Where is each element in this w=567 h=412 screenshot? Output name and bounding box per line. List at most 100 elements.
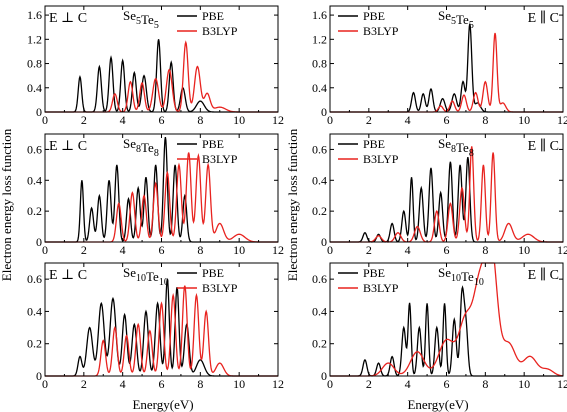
x-tick-label: 2 (81, 377, 87, 391)
x-tick-label: 6 (444, 377, 450, 391)
x-tick-label: 8 (482, 113, 488, 127)
x-tick-label: 8 (482, 243, 488, 257)
title-element: Se (123, 8, 136, 23)
series-line-pbe (45, 39, 278, 113)
x-tick-label: 0 (42, 243, 48, 257)
y-tick-label: 0.2 (312, 337, 327, 351)
x-axis-label-left: Energy(eV) (132, 397, 193, 412)
y-tick-label: 0.2 (27, 337, 42, 351)
y-tick-label: 1.2 (312, 32, 327, 46)
legend-label-b3lyp: B3LYP (363, 281, 399, 295)
x-tick-label: 12 (557, 243, 567, 257)
title-element: Te (456, 12, 469, 27)
y-tick-label: 1.6 (27, 8, 42, 22)
x-tick-label: 0 (327, 377, 333, 391)
legend-label-pbe: PBE (363, 266, 385, 280)
title-element: Te (461, 269, 474, 284)
y-tick-label: 1.2 (27, 32, 42, 46)
y-tick-label: 0.2 (312, 204, 327, 218)
y-axis-label-left: Electron energy loss function (0, 128, 14, 281)
series-line-b3lyp (45, 285, 278, 377)
title-subscript: 8 (136, 144, 141, 155)
x-tick-label: 2 (366, 113, 372, 127)
field-orientation-label: E ∥ C (528, 267, 559, 283)
x-tick-label: 4 (120, 377, 126, 391)
x-tick-label: 2 (366, 243, 372, 257)
x-tick-label: 0 (327, 113, 333, 127)
panel-title: Se8Te8 (123, 136, 159, 159)
title-subscript: 5 (136, 16, 141, 27)
legend-label-b3lyp: B3LYP (202, 152, 238, 166)
series-line-pbe (330, 285, 563, 377)
title-subscript: 10 (136, 273, 146, 284)
x-tick-label: 4 (405, 377, 411, 391)
x-tick-label: 10 (233, 243, 245, 257)
title-subscript: 8 (451, 144, 456, 155)
x-tick-label: 12 (272, 377, 284, 391)
legend-label-pbe: PBE (202, 266, 224, 280)
x-tick-label: 2 (366, 377, 372, 391)
title-subscript: 10 (474, 277, 484, 288)
x-axis-label-right: Energy(eV) (407, 397, 468, 412)
x-tick-label: 10 (518, 243, 530, 257)
title-subscript: 10 (159, 277, 169, 288)
x-tick-label: 6 (159, 243, 165, 257)
y-tick-label: 0.6 (27, 272, 42, 286)
field-orientation-label: E ⊥ C (49, 139, 87, 154)
y-tick-label: 0.4 (312, 173, 327, 187)
panel-title: Se5Te5 (123, 8, 159, 31)
x-tick-label: 12 (272, 243, 284, 257)
x-tick-label: 10 (518, 113, 530, 127)
title-subscript: 5 (154, 20, 159, 31)
x-tick-label: 8 (197, 377, 203, 391)
title-subscript: 8 (469, 148, 474, 159)
field-orientation-label: E ⊥ C (49, 268, 87, 283)
legend-label-b3lyp: B3LYP (202, 281, 238, 295)
series-line-pbe (45, 279, 278, 377)
legend-label-pbe: PBE (202, 137, 224, 151)
title-element: Se (438, 265, 451, 280)
y-tick-label: 1.6 (312, 8, 327, 22)
y-tick-label: 0 (321, 235, 327, 249)
y-tick-label: 0.8 (27, 57, 42, 71)
y-axis-label-right: Electron energy loss function (285, 128, 300, 281)
x-tick-label: 0 (327, 243, 333, 257)
title-element: Se (438, 136, 451, 151)
panel-title: Se8Te8 (438, 136, 474, 159)
legend-label-b3lyp: B3LYP (202, 24, 238, 38)
title-element: Se (438, 8, 451, 23)
x-tick-label: 8 (482, 377, 488, 391)
y-tick-label: 0.4 (312, 304, 327, 318)
x-tick-label: 0 (42, 377, 48, 391)
title-subscript: 10 (451, 273, 461, 284)
x-tick-label: 10 (233, 113, 245, 127)
title-element: Te (141, 12, 154, 27)
legend-label-b3lyp: B3LYP (363, 152, 399, 166)
x-tick-label: 12 (557, 113, 567, 127)
x-tick-label: 6 (159, 113, 165, 127)
panel-title: Se10Te10 (438, 265, 484, 288)
y-tick-label: 0.4 (27, 81, 42, 95)
y-tick-label: 0.4 (312, 81, 327, 95)
title-element: Te (141, 140, 154, 155)
title-element: Se (123, 265, 136, 280)
x-tick-label: 12 (272, 113, 284, 127)
y-tick-label: 0.4 (27, 304, 42, 318)
y-tick-label: 0.6 (312, 272, 327, 286)
title-element: Se (123, 136, 136, 151)
x-tick-label: 6 (444, 113, 450, 127)
y-tick-label: 0 (321, 369, 327, 383)
x-tick-label: 2 (81, 243, 87, 257)
x-tick-label: 10 (233, 377, 245, 391)
y-tick-label: 0.8 (312, 57, 327, 71)
title-element: Te (146, 269, 159, 284)
panel-title: Se10Te10 (123, 265, 169, 288)
y-tick-label: 0.6 (27, 142, 42, 156)
x-tick-label: 12 (557, 377, 567, 391)
